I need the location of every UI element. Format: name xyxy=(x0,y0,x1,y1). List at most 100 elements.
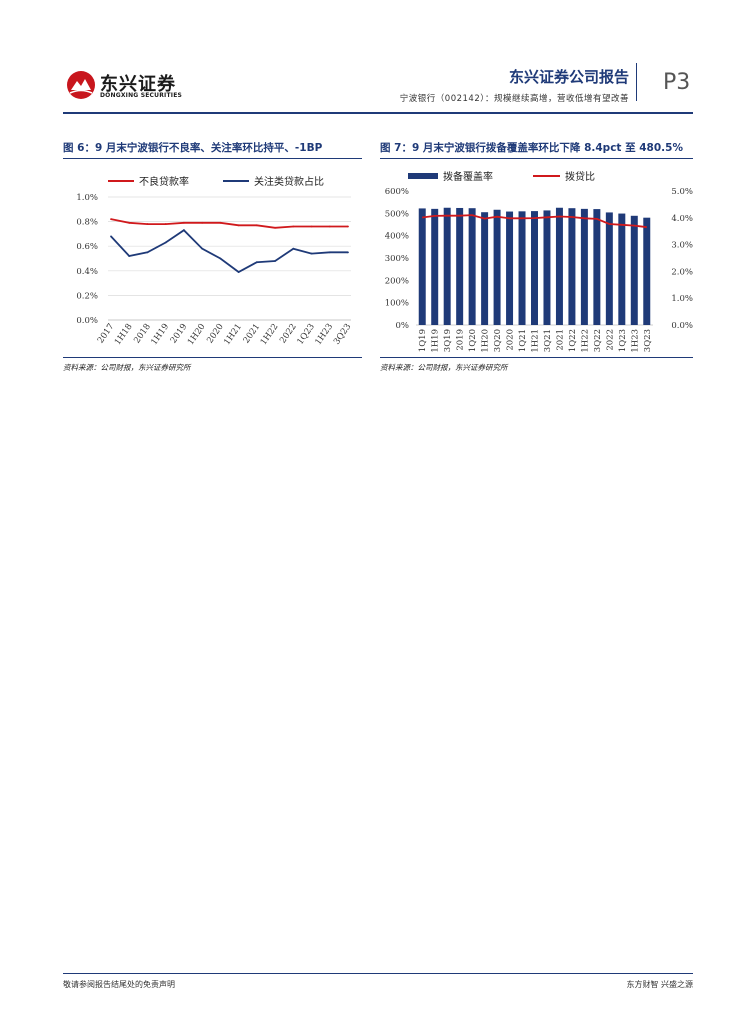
data-point xyxy=(310,225,313,228)
legend-label: 关注类贷款占比 xyxy=(254,175,324,188)
x-tick-label: 3Q21 xyxy=(543,329,553,352)
x-tick-label: 1H22 xyxy=(259,322,281,347)
x-tick-label: 3Q23 xyxy=(643,329,653,352)
header-divider xyxy=(636,63,637,101)
x-tick-label: 2019 xyxy=(456,329,466,351)
data-point xyxy=(128,221,131,224)
legend-label: 拨贷比 xyxy=(565,170,595,183)
x-tick-label: 1H21 xyxy=(531,329,541,353)
y-left-tick-label: 0% xyxy=(396,321,410,331)
y-tick-label: 0.6% xyxy=(76,242,98,252)
x-tick-label: 2021 xyxy=(555,329,565,351)
y-left-tick-label: 500% xyxy=(385,209,409,219)
x-tick-label: 1H23 xyxy=(313,322,335,347)
series-line-provision-ratio xyxy=(422,214,647,229)
data-point xyxy=(164,241,167,244)
y-left-tick-label: 400% xyxy=(385,232,409,242)
bar xyxy=(568,208,576,325)
x-tick-label: 1H20 xyxy=(186,322,208,347)
data-point xyxy=(328,225,331,228)
x-tick-label: 3Q22 xyxy=(593,329,603,352)
figure7-source-rule xyxy=(380,357,693,358)
figure6-title: 图 6：9 月末宁波银行不良率、关注率环比持平、-1BP xyxy=(63,142,323,154)
data-point xyxy=(328,251,331,254)
bar xyxy=(481,212,489,325)
data-point xyxy=(255,261,258,264)
data-point xyxy=(237,271,240,273)
data-point xyxy=(274,260,276,262)
x-tick-label: 1Q21 xyxy=(518,329,528,352)
y-right-tick-label: 0.0% xyxy=(671,321,693,331)
header-rule xyxy=(63,112,693,114)
bar xyxy=(443,207,451,325)
report-title: 东兴证券公司报告 xyxy=(508,68,629,86)
logo-text-cn: 东兴证券 xyxy=(100,74,176,95)
legend-label: 拨备覆盖率 xyxy=(443,170,493,183)
figure6-source: 资料来源：公司财报，东兴证券研究所 xyxy=(63,363,191,372)
data-point xyxy=(237,224,240,227)
data-point xyxy=(347,225,349,228)
bar xyxy=(543,210,551,325)
y-tick-label: 1.0% xyxy=(76,193,98,203)
figure6-title-rule xyxy=(63,158,362,159)
figure6-chart: 0.0%0.2%0.4%0.6%0.8%1.0%20171H1820181H19… xyxy=(76,175,354,347)
x-tick-label: 1Q23 xyxy=(618,329,628,352)
report-subtitle: 宁波银行（002142）：规模继续高增，营收低增有望改善 xyxy=(399,94,629,104)
x-tick-label: 3Q23 xyxy=(332,322,354,347)
bar xyxy=(618,213,626,325)
legend-swatch xyxy=(408,173,438,179)
x-tick-label: 1H20 xyxy=(481,329,491,353)
x-tick-label: 3Q20 xyxy=(493,329,503,352)
bar xyxy=(456,207,464,325)
x-tick-label: 1H19 xyxy=(431,329,441,353)
bar xyxy=(555,207,563,325)
data-point xyxy=(274,226,276,229)
x-tick-label: 1Q20 xyxy=(468,329,478,352)
figure7-chart: 0% 100% 200% 300% 400% 500% 600% 0.0% 1.0% 2.0% 3.… xyxy=(385,170,693,353)
y-right-tick-label: 1.0% xyxy=(671,294,693,304)
bar xyxy=(468,208,476,325)
bar xyxy=(643,217,651,325)
bar xyxy=(431,208,439,325)
bar xyxy=(593,209,601,325)
bar xyxy=(630,215,638,325)
x-tick-label: 1Q23 xyxy=(295,322,317,347)
x-tick-label: 3Q19 xyxy=(443,329,453,352)
data-point xyxy=(183,229,185,232)
data-point xyxy=(219,257,222,260)
x-tick-label: 1H19 xyxy=(149,322,171,347)
y-left-tick-label: 100% xyxy=(385,299,409,309)
bar xyxy=(418,208,426,325)
y-left-tick-label: 600% xyxy=(385,187,409,197)
series-line-1 xyxy=(110,218,348,229)
y-tick-label: 0.8% xyxy=(76,218,98,228)
x-tick-label: 1Q22 xyxy=(568,329,578,352)
x-tick-label: 1H22 xyxy=(580,329,590,353)
y-left-tick-label: 200% xyxy=(385,276,409,286)
data-point xyxy=(292,225,295,228)
legend-label: 不良贷款率 xyxy=(139,175,189,188)
figure7-title: 图 7：9 月末宁波银行拨备覆盖率环比下降 8.4pct 至 480.5% xyxy=(380,142,683,154)
footer-slogan: 东方财智 兴盛之源 xyxy=(626,980,693,989)
data-point xyxy=(110,218,112,221)
bar xyxy=(518,211,526,325)
x-tick-label: 1H18 xyxy=(113,322,135,347)
x-tick-label: 1H21 xyxy=(222,322,244,347)
footer-disclaimer: 敬请参阅报告结尾处的免责声明 xyxy=(63,980,175,989)
bar xyxy=(580,208,588,325)
figure7-source: 资料来源：公司财报，东兴证券研究所 xyxy=(380,363,508,372)
footer-rule xyxy=(63,973,693,974)
y-tick-label: 0.2% xyxy=(76,291,98,301)
data-point xyxy=(110,235,112,238)
data-point xyxy=(146,223,149,225)
bar xyxy=(531,211,538,325)
data-point xyxy=(201,247,204,250)
data-point xyxy=(292,247,295,250)
company-logo-icon xyxy=(67,71,95,99)
page-number: P3 xyxy=(663,70,691,95)
y-right-tick-label: 3.0% xyxy=(671,241,693,251)
x-tick-label: 2020 xyxy=(506,329,516,351)
logo-text-en: DONGXING SECURITIES xyxy=(100,92,183,99)
data-point xyxy=(347,251,349,254)
x-tick-label: 1Q19 xyxy=(418,329,428,352)
